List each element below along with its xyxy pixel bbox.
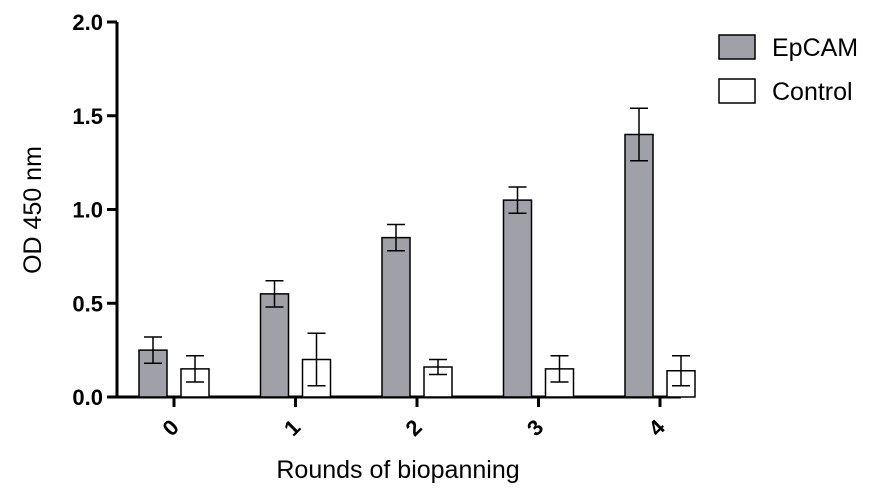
y-tick-label: 1.0 [72,198,103,223]
x-tick-label-2: 2 [401,415,427,441]
y-tick-label: 2.0 [72,10,103,35]
x-tick-label-3: 3 [522,415,548,441]
x-axis [115,395,681,407]
legend-label-control: Control [772,78,853,106]
error-bars [144,107,690,387]
legend-swatch-control [718,78,756,104]
legend-label-epcam: EpCAM [772,34,858,62]
y-tick-label: 1.5 [72,104,103,129]
bar-epcam-3 [502,199,533,398]
legend-swatch-epcam [718,34,756,60]
x-tick-label-0: 0 [158,415,184,441]
x-axis-title: Rounds of biopanning [276,456,519,484]
bar-epcam-4 [624,133,654,398]
legend: EpCAM Control [718,34,858,106]
bar-epcam-2 [381,236,411,398]
x-tick-labels: 0 1 2 3 4 [158,414,671,441]
y-tick-labels: 0.0 0.5 1.0 1.5 2.0 [72,10,103,410]
bar-epcam-1 [259,293,290,398]
y-axis [107,20,119,399]
x-tick-label-1: 1 [279,415,305,441]
y-axis-title: OD 450 nm [19,146,47,274]
x-tick-label-4: 4 [644,414,671,441]
y-tick-label: 0.5 [72,291,103,316]
y-tick-label: 0.0 [72,385,103,410]
bars [138,133,696,398]
